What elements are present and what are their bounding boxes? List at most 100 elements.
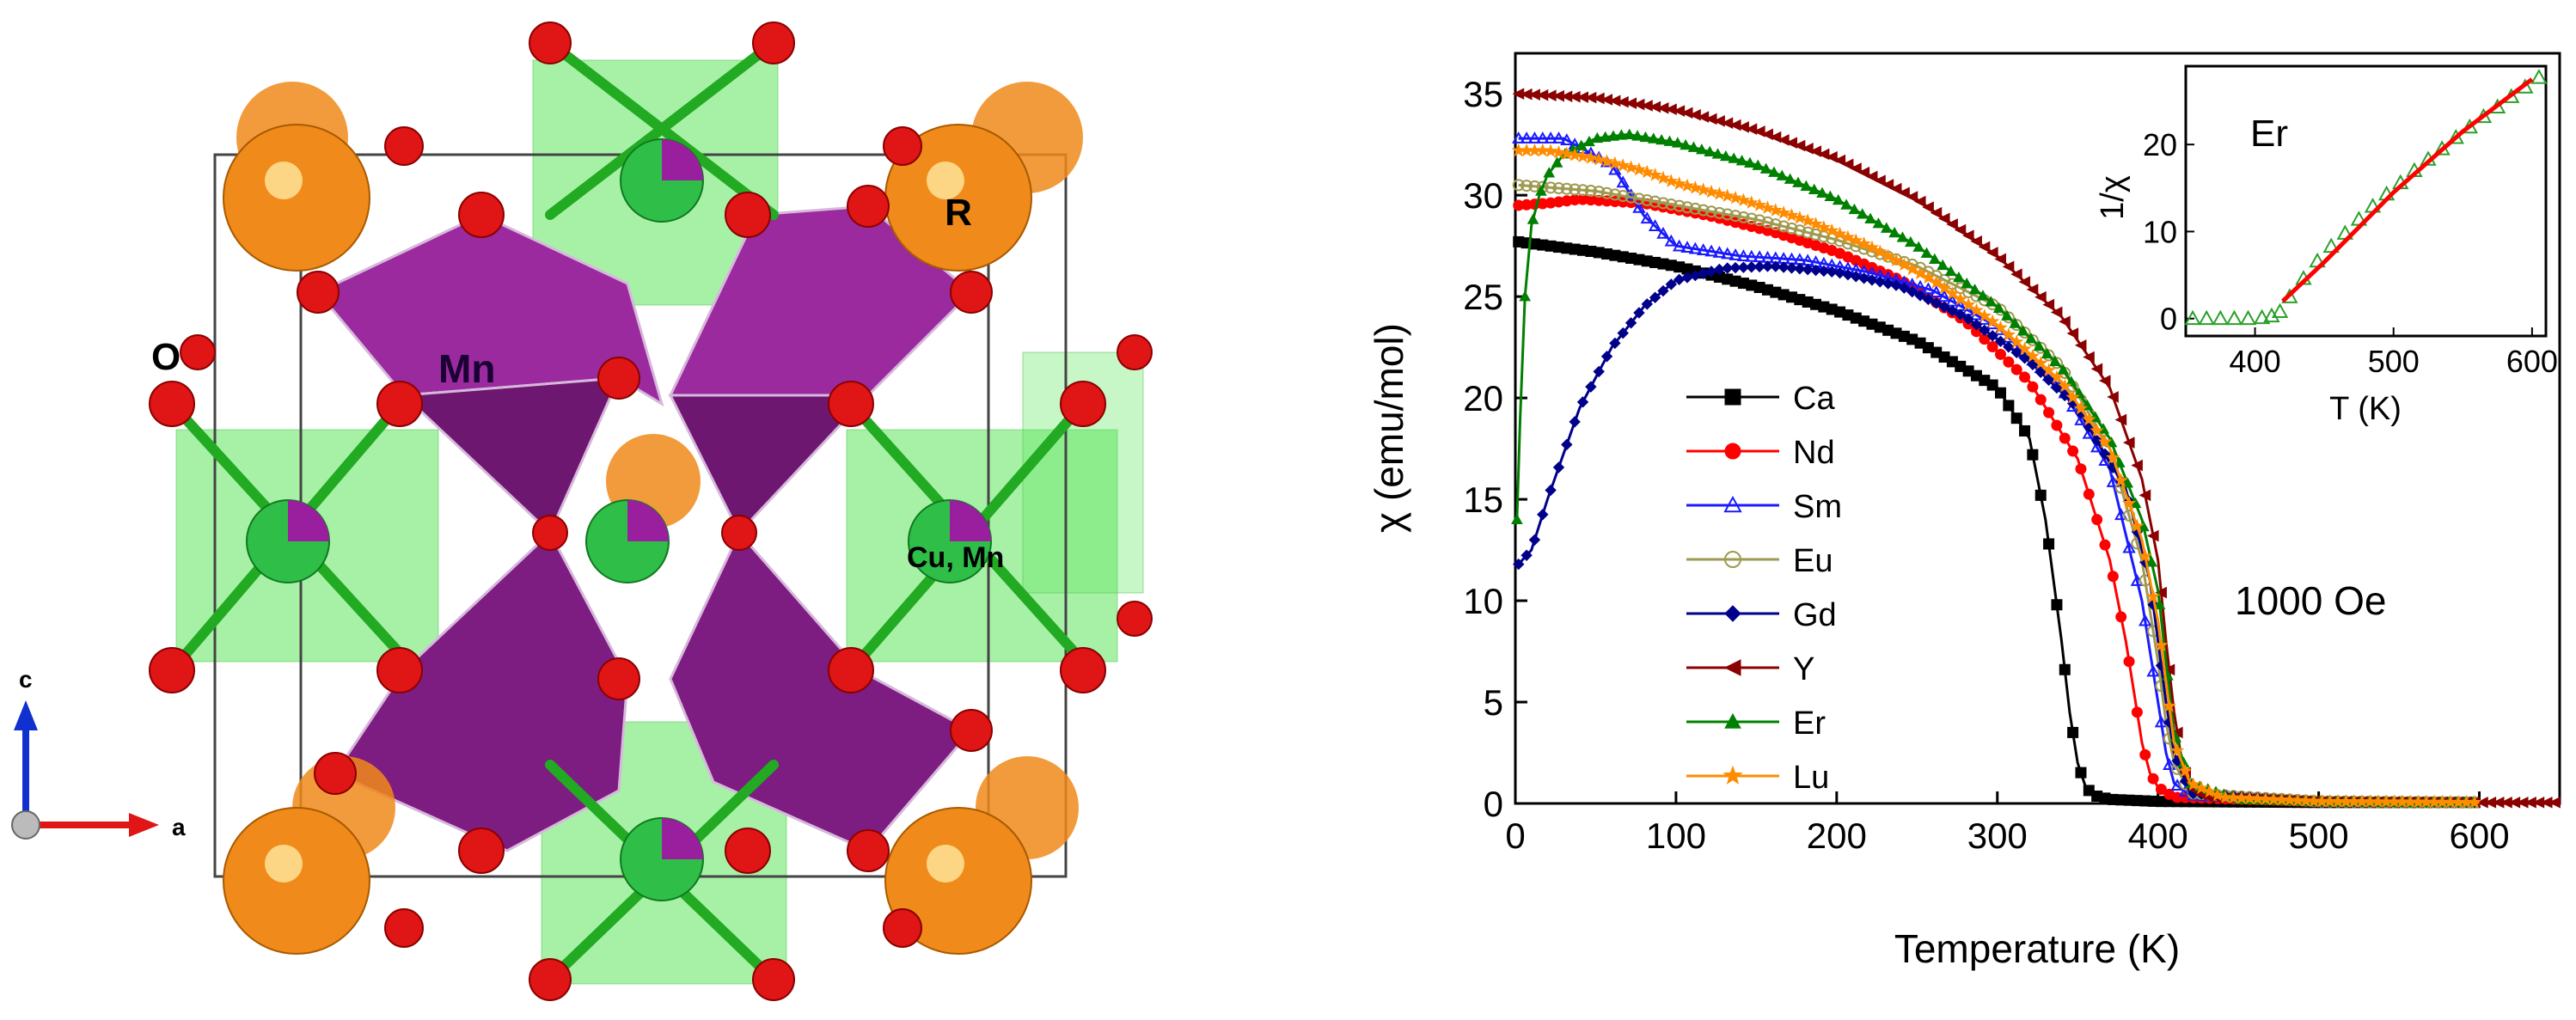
inset-data-point [2212,309,2229,326]
legend-label: Eu [1793,543,1833,579]
data-point [1673,105,1686,117]
data-point [1585,381,1597,393]
inset-data-point [2530,69,2548,84]
data-point [1615,129,1628,140]
data-point [1746,261,1758,273]
data-point [1816,220,1832,234]
data-point [1687,141,1700,152]
data-point [1856,208,1869,219]
inset-y-tick-label: 20 [2143,127,2177,162]
data-point [1776,205,1791,219]
data-point [1912,241,1925,252]
data-point [1521,549,1533,561]
data-point [1995,348,2007,360]
data-point [1826,150,1838,163]
data-point [1728,152,1741,163]
data-point [1631,130,1643,141]
data-point [2033,339,2046,351]
data-point [1912,266,1928,280]
data-point [1664,174,1679,187]
data-point [1607,156,1623,170]
data-point [1920,247,1933,258]
data-point [1722,262,1734,274]
data-point [2186,777,2201,791]
legend-label: Y [1793,651,1814,687]
data-point [1697,243,1710,255]
r-atom-front [223,807,370,955]
data-point [2074,339,2087,351]
data-point [1528,534,1541,546]
data-point [1528,180,1541,192]
legend-label: Lu [1793,760,1829,796]
data-point [2154,638,2169,651]
legend-swatch-marker [1724,712,1741,729]
data-point [1955,308,1967,321]
cu-mn-site-atoms [246,138,992,901]
legend-item-eu: Eu [1686,543,1833,579]
data-point [1968,284,1981,295]
data-point [1680,138,1692,150]
x-tick-label: 500 [2289,815,2349,856]
data-point [1977,308,1992,322]
data-point [1816,186,1828,198]
inset-title: Er [2250,113,2288,155]
data-point [2114,473,2128,487]
data-point [1600,351,1613,363]
series-ca [1513,235,2481,809]
data-point [1744,156,1756,168]
data-point [1697,204,1710,217]
data-point [1680,241,1694,253]
data-point [1857,166,1870,179]
data-point [1744,195,1759,209]
data-point [1882,179,1894,191]
data-point [2042,374,2055,387]
data-point [1560,182,1573,195]
inset-data-point [2253,308,2271,325]
data-point [1809,228,1822,241]
data-point [1986,341,1998,353]
data-point [1761,216,1774,229]
data-point [1527,213,1539,224]
data-point [1576,149,1590,163]
data-point [1704,184,1719,199]
data-point [2049,355,2061,366]
data-point [2097,434,2113,449]
data-point [1729,119,1741,131]
data-point [1551,131,1566,144]
data-point [1656,197,1669,210]
axis-triad: c a [11,666,186,840]
data-point [1729,261,1741,274]
data-point [2027,381,2039,393]
data-point [1649,195,1661,208]
data-point [1889,182,1902,195]
inset-data-point [2239,309,2257,326]
data-point [1511,513,1523,524]
data-point [2027,449,2039,461]
data-point [1737,121,1749,133]
octahedron-top-right-lower [668,394,872,535]
data-point [1993,320,2008,334]
data-point [1673,199,1686,212]
data-point [1986,247,1998,259]
legend-label: Nd [1793,435,1835,471]
axis-label-c: c [19,666,33,693]
data-point [2145,589,2161,603]
y-tick-label: 20 [1463,378,1503,418]
y-tick-label: 10 [1463,581,1503,621]
inset-y-axis-label: 1/χ [2095,175,2131,220]
inset-series-layer [2184,69,2548,326]
data-point [1657,284,1669,297]
legend-item-y: Y [1686,651,1814,687]
data-point [1898,186,1910,199]
inset-y-tick-label: 0 [2160,302,2177,337]
data-point [1986,330,1998,342]
data-point [1778,220,1790,233]
data-point [1665,278,1678,290]
data-point [2154,715,2169,728]
data-point [1970,319,1983,331]
data-point [1721,117,1734,129]
data-point [1576,184,1589,197]
data-point [1850,271,1862,283]
data-point [1937,212,1950,225]
data-point [2058,378,2072,393]
